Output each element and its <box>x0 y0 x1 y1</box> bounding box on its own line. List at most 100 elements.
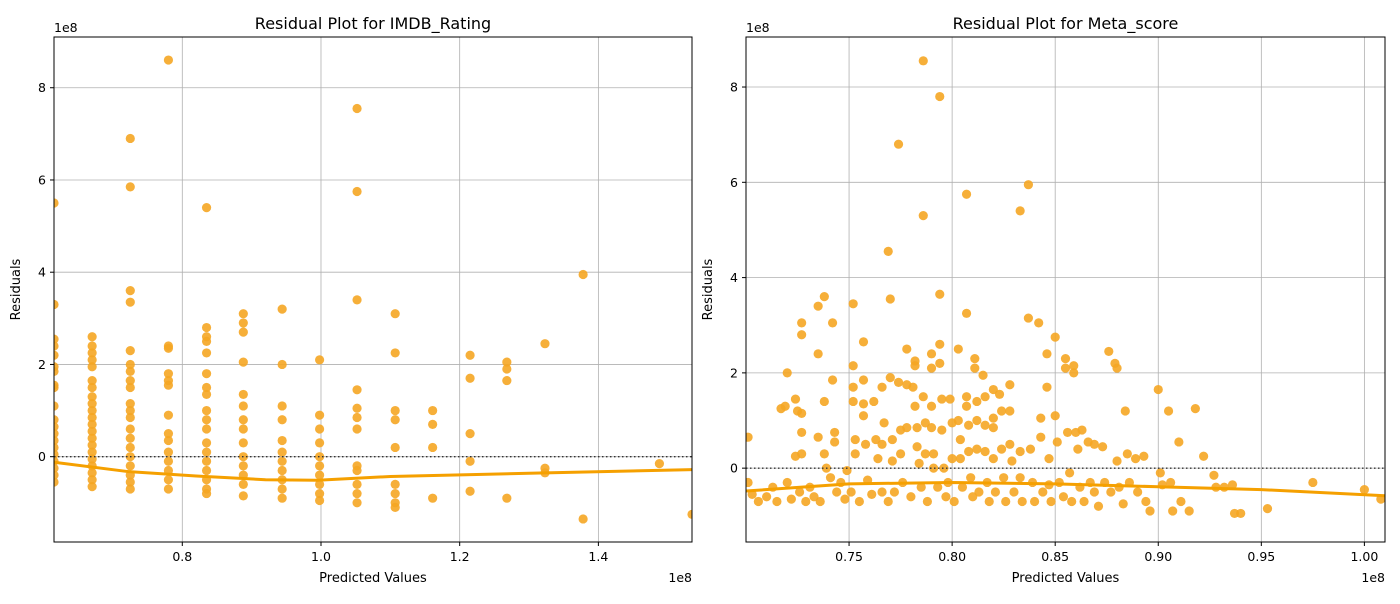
data-point <box>1199 451 1209 461</box>
data-point <box>961 401 972 411</box>
x-tick-label: 0.85 <box>1041 549 1069 564</box>
data-point <box>315 488 325 499</box>
data-point <box>87 382 97 393</box>
data-point <box>315 438 325 448</box>
data-point <box>797 449 807 459</box>
data-point <box>428 405 438 416</box>
data-point <box>352 479 362 489</box>
data-point <box>428 419 438 429</box>
data-point <box>238 327 248 337</box>
data-point <box>315 452 325 462</box>
data-point <box>1153 384 1163 395</box>
data-point <box>990 487 1001 497</box>
data-point <box>163 475 174 485</box>
data-point <box>848 361 858 371</box>
data-point <box>970 353 980 364</box>
data-point <box>885 373 895 383</box>
x-tick-label: 0.75 <box>835 549 863 564</box>
data-point <box>87 468 97 478</box>
data-point <box>1036 432 1046 442</box>
data-point <box>1005 439 1015 449</box>
data-point <box>1015 446 1025 457</box>
data-point <box>912 423 922 433</box>
y-axis-label: Residuals <box>9 258 24 320</box>
data-point <box>860 439 871 449</box>
data-point <box>201 348 212 358</box>
data-point <box>125 399 135 409</box>
data-point <box>352 403 362 413</box>
data-point <box>1060 353 1071 364</box>
data-point <box>813 301 823 311</box>
data-point <box>786 494 796 504</box>
data-point <box>277 484 287 494</box>
data-point <box>782 368 792 378</box>
data-point <box>390 488 400 499</box>
data-point <box>1168 506 1178 516</box>
data-point <box>465 486 475 496</box>
data-point <box>877 382 887 392</box>
data-point <box>163 447 174 457</box>
data-point <box>910 361 920 371</box>
data-point <box>54 422 59 432</box>
data-point <box>753 496 763 507</box>
data-point <box>163 429 174 439</box>
data-point <box>1184 506 1194 516</box>
data-point <box>1122 449 1132 459</box>
data-point <box>827 318 838 328</box>
data-point <box>964 446 974 457</box>
data-point <box>163 369 174 379</box>
data-point <box>54 429 59 439</box>
data-point <box>502 375 512 386</box>
data-point <box>1042 349 1052 359</box>
data-point <box>1145 506 1155 516</box>
x-tick-label: 0.80 <box>938 549 966 564</box>
data-point <box>87 362 97 372</box>
data-point <box>902 423 912 433</box>
data-point <box>797 318 807 328</box>
data-point <box>163 484 174 494</box>
data-point <box>988 423 998 433</box>
data-point <box>893 139 904 149</box>
x-offset-multiplier: 1e8 <box>668 570 692 585</box>
data-point <box>277 456 287 466</box>
data-point <box>125 346 135 356</box>
data-point <box>772 496 782 507</box>
data-point <box>201 447 212 457</box>
data-point <box>87 348 97 358</box>
data-point <box>895 449 906 459</box>
data-point <box>1139 451 1149 461</box>
data-point <box>1052 437 1062 447</box>
data-point <box>201 203 212 213</box>
panel-meta-score: 0.75 0.80 0.85 0.90 0.95 1.00 0 2 4 6 8 1e8 1e8 Resid… <box>701 14 1386 586</box>
data-point <box>746 432 753 442</box>
data-point <box>797 330 807 340</box>
data-point <box>87 341 97 351</box>
data-point <box>465 350 475 360</box>
y-tick-label: 4 <box>38 265 46 280</box>
data-point <box>315 461 325 471</box>
data-point <box>937 394 947 404</box>
data-point <box>1007 456 1017 466</box>
data-point <box>819 292 829 302</box>
data-point <box>1163 406 1174 416</box>
data-point <box>125 133 135 144</box>
data-point <box>277 435 287 446</box>
data-point <box>87 375 97 386</box>
data-point <box>87 482 97 492</box>
panel-imdb-rating: 0.8 1.0 1.2 1.4 0 2 4 6 8 1e8 1e8 Residual Plot for… <box>9 14 693 586</box>
data-point <box>163 380 174 390</box>
data-point <box>54 350 59 360</box>
data-point <box>854 496 864 507</box>
data-point <box>984 496 994 507</box>
data-point <box>848 396 858 407</box>
data-point <box>352 186 362 197</box>
data-point <box>1112 456 1122 466</box>
data-point <box>54 198 59 208</box>
data-point <box>961 189 972 199</box>
y-tick-label: 2 <box>730 365 738 380</box>
lowess-trend-line <box>54 460 692 482</box>
data-point <box>1112 363 1122 373</box>
data-point <box>390 502 400 513</box>
data-point <box>830 427 840 438</box>
